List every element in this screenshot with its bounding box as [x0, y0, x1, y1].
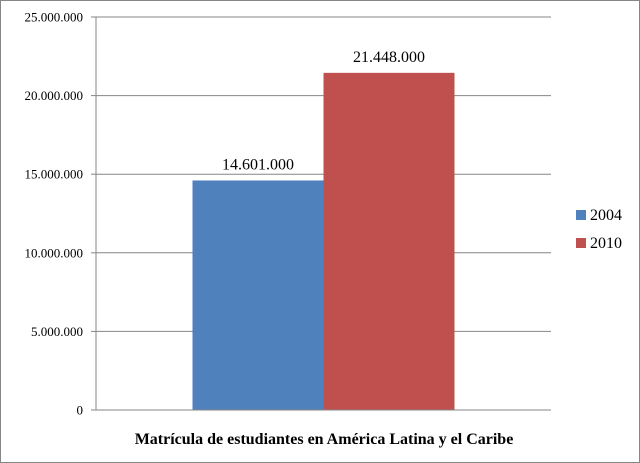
y-tick-label: 5.000.000 — [31, 324, 83, 339]
legend-swatch-2004 — [576, 210, 586, 220]
y-axis-ticks: 0 5.000.000 10.000.000 15.000.000 20.000.000… — [25, 10, 84, 418]
data-labels: 14.601.000 21.448.000 — [222, 49, 425, 174]
legend: 2004 2010 — [576, 207, 622, 252]
x-axis-title: Matrícula de estudiantes en América Lati… — [135, 431, 514, 448]
y-tick-label: 10.000.000 — [25, 245, 84, 260]
bar-2004 — [192, 180, 324, 410]
bar-2010 — [323, 72, 455, 411]
y-tick-label: 25.000.000 — [25, 10, 84, 25]
y-tick-label: 15.000.000 — [25, 167, 84, 182]
bars — [192, 72, 455, 411]
legend-label-2010: 2010 — [590, 235, 622, 252]
data-label-2004: 14.601.000 — [222, 156, 294, 173]
data-label-2010: 21.448.000 — [353, 49, 425, 66]
legend-swatch-2010 — [576, 238, 586, 248]
y-tick-label: 0 — [77, 403, 84, 418]
y-tick-label: 20.000.000 — [25, 88, 84, 103]
legend-label-2004: 2004 — [590, 207, 622, 224]
